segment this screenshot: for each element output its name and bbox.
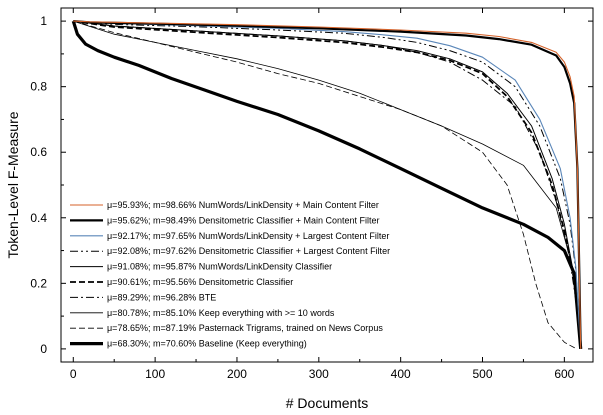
x-tick-label: 0 [70, 367, 77, 381]
series-line-4 [73, 20, 582, 349]
y-tick-label: 0.2 [30, 276, 47, 290]
series-line-2 [73, 20, 582, 349]
axes: 0 100 200 300 400 500 600 0 0.2 0.4 0.6 0.8 1 [30, 7, 594, 381]
legend-label-6: μ=89.29%; m=96.28% BTE [107, 292, 216, 302]
y-tick-label: 0 [40, 342, 47, 356]
legend-label-9: μ=68.30%; m=70.60% Baseline (Keep everyt… [107, 339, 307, 349]
legend-label-1: μ=95.62%; m=98.49% Densitometric Classif… [107, 215, 380, 225]
x-tick-label: 600 [554, 367, 574, 381]
x-tick-label: 500 [472, 367, 492, 381]
legend-label-7: μ=80.78%; m=85.10% Keep everything with … [107, 308, 335, 318]
legend-label-5: μ=90.61%; m=95.56% Densitometric Classif… [107, 277, 293, 287]
legend-label-0: μ=95.93%; m=98.66% NumWords/LinkDensity … [107, 200, 379, 210]
x-tick-label: 400 [391, 367, 411, 381]
y-tick-label: 0.4 [30, 211, 47, 225]
x-tick-label: 200 [227, 367, 247, 381]
x-tick-label: 100 [145, 367, 165, 381]
series-line-5 [73, 20, 582, 349]
plot-area [71, 20, 583, 350]
series-line-9 [71, 20, 583, 350]
x-axis-label: # Documents [286, 395, 368, 411]
series-line-8 [73, 20, 577, 350]
y-tick-label: 0.6 [30, 145, 47, 159]
y-tick-label: 0.8 [30, 80, 47, 94]
legend: μ=95.93%; m=98.66% NumWords/LinkDensity … [70, 200, 390, 349]
series-line-1 [73, 20, 582, 349]
series-line-0 [73, 20, 582, 349]
y-axis-label: Token-Level F-Measure [5, 111, 21, 258]
series-line-3 [73, 20, 582, 349]
legend-label-2: μ=92.17%; m=97.65% NumWords/LinkDensity … [107, 231, 389, 241]
series-line-7 [73, 20, 582, 349]
legend-label-3: μ=92.08%; m=97.62% Densitometric Classif… [107, 246, 390, 256]
y-tick-label: 1 [40, 14, 47, 28]
x-tick-label: 300 [309, 367, 329, 381]
legend-label-4: μ=91.08%; m=95.87% NumWords/LinkDensity … [107, 262, 332, 272]
legend-label-8: μ=78.65%; m=87.19% Pasternack Trigrams, … [107, 323, 383, 333]
